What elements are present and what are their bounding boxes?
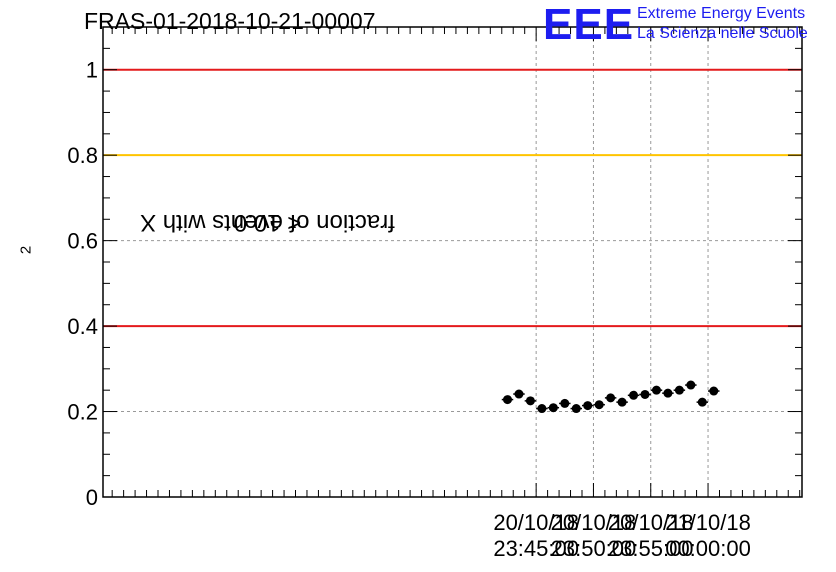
data-point [514, 389, 524, 399]
data-point [583, 401, 593, 411]
y-tick-label: 1 [86, 58, 98, 83]
y-tick-label: 0.2 [67, 400, 98, 425]
data-point [697, 397, 707, 407]
logo-caption: Extreme Energy Events La Scienza nelle S… [637, 4, 808, 44]
data-point [663, 388, 673, 398]
data-point [503, 395, 513, 405]
data-point [617, 397, 627, 407]
x-tick-label-date: 21/10/18 [665, 510, 751, 535]
data-point [537, 404, 547, 414]
data-point [606, 393, 616, 403]
eee-logo: EEE [543, 0, 635, 49]
chart-title: FRAS-01-2018-10-21-00007 [84, 8, 376, 34]
x-tick-label-time: 00:00:00 [665, 536, 751, 561]
logo-line-2: La Scienza nelle Scuole [637, 25, 808, 42]
plot-frame [102, 26, 803, 498]
data-point [560, 398, 570, 408]
data-point [651, 385, 661, 395]
y-tick-label: 0.4 [67, 314, 98, 339]
x-tick-label-time: 23:45:00 [493, 536, 579, 561]
y-axis-label-sup: 2 [17, 245, 35, 255]
data-point [548, 403, 558, 413]
data-point [525, 396, 535, 406]
y-tick-label: 0.6 [67, 229, 98, 254]
data-point [594, 400, 604, 410]
y-tick-label: 0.8 [67, 143, 98, 168]
data-point [640, 389, 650, 399]
x-tick-label-date: 20/10/18 [608, 510, 694, 535]
data-point [686, 380, 696, 390]
x-tick-label-date: 20/10/18 [551, 510, 637, 535]
data-point [709, 386, 719, 396]
y-axis-label-suffix: < 10.0 [233, 209, 302, 237]
x-tick-label-time: 23:50:00 [551, 536, 637, 561]
data-point [674, 385, 684, 395]
x-tick-label-time: 23:55:00 [608, 536, 694, 561]
data-point [571, 404, 581, 414]
data-point [629, 390, 639, 400]
x-tick-label-date: 20/10/18 [493, 510, 579, 535]
logo-line-1: Extreme Energy Events [637, 5, 806, 22]
y-tick-label: 0 [86, 485, 98, 510]
